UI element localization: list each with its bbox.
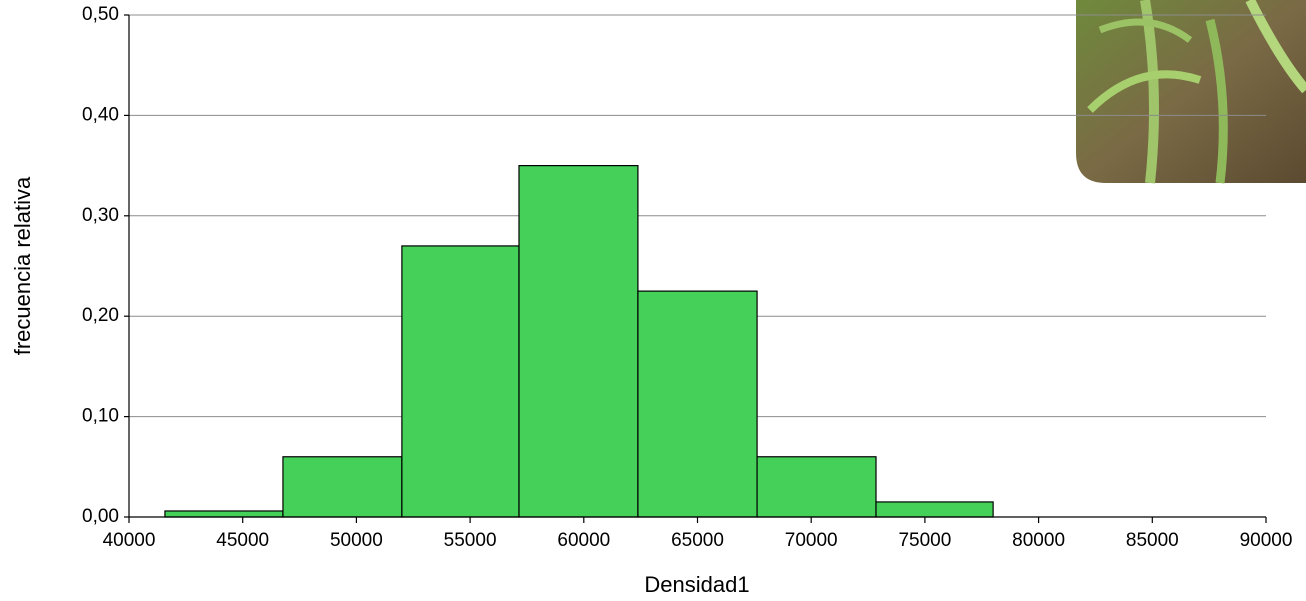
- y-tick-label: 0,00: [82, 506, 119, 527]
- bar: [164, 510, 284, 518]
- x-tick-label: 45000: [216, 530, 269, 551]
- bar: [401, 245, 520, 518]
- x-tick-label: 65000: [671, 530, 724, 551]
- x-tick-label: 85000: [1126, 530, 1179, 551]
- x-tick-label: 80000: [1012, 530, 1065, 551]
- bar: [637, 290, 758, 518]
- y-tick-label: 0,50: [82, 4, 119, 25]
- bar: [518, 165, 639, 518]
- y-tick-label: 0,10: [82, 406, 119, 427]
- x-axis-title: Densidad1: [644, 572, 749, 597]
- x-tick-label: 40000: [103, 530, 156, 551]
- x-tick-label: 55000: [444, 530, 497, 551]
- bar: [756, 456, 877, 518]
- x-tick-label: 50000: [330, 530, 383, 551]
- x-tick-label: 90000: [1240, 530, 1293, 551]
- x-tick-label: 70000: [785, 530, 838, 551]
- y-tick-label: 0,40: [82, 104, 119, 125]
- x-tick-label: 60000: [557, 530, 610, 551]
- bar: [282, 456, 403, 518]
- y-tick-label: 0,30: [82, 205, 119, 226]
- y-tick-label: 0,20: [82, 305, 119, 326]
- y-axis-title: frecuencia relativa: [10, 176, 35, 355]
- x-tick-label: 75000: [898, 530, 951, 551]
- photo: [1076, 0, 1306, 184]
- bar: [875, 501, 994, 518]
